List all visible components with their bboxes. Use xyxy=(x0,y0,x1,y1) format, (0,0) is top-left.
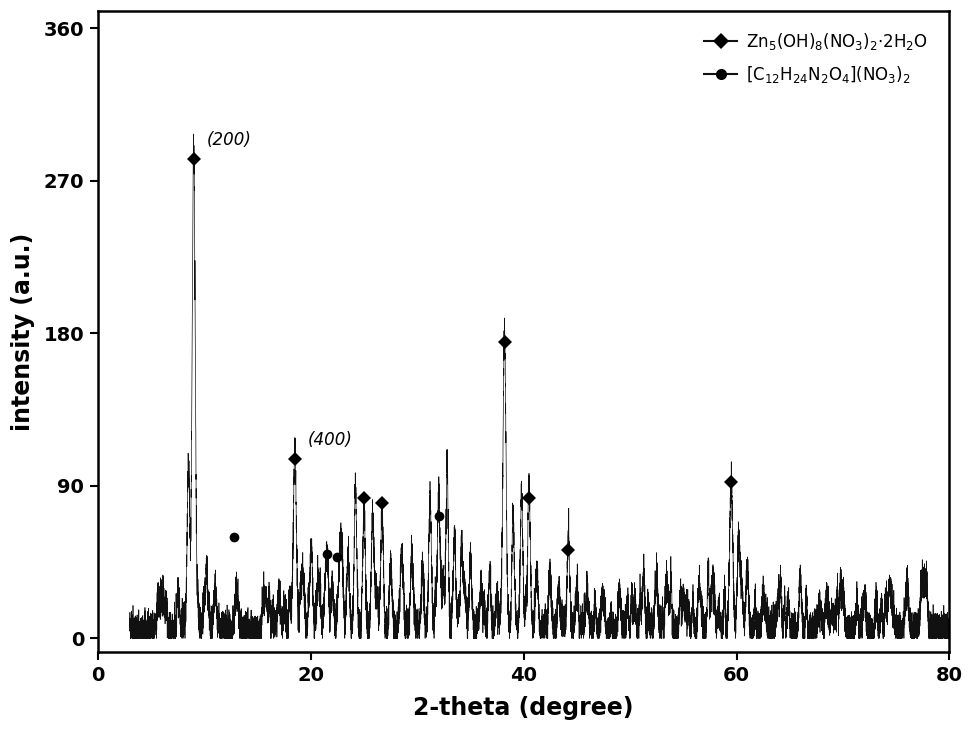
X-axis label: 2-theta (degree): 2-theta (degree) xyxy=(413,696,634,720)
Y-axis label: intensity (a.u.): intensity (a.u.) xyxy=(11,232,35,431)
Text: (400): (400) xyxy=(308,431,353,449)
Text: (200): (200) xyxy=(206,131,251,149)
Legend: $\mathrm{Zn_5(OH)_8(NO_3)_2{\cdot}2H_2O}$, $\mathrm{[C_{12}H_{24}N_2O_4](NO_3)_2: $\mathrm{Zn_5(OH)_8(NO_3)_2{\cdot}2H_2O}… xyxy=(699,26,932,89)
